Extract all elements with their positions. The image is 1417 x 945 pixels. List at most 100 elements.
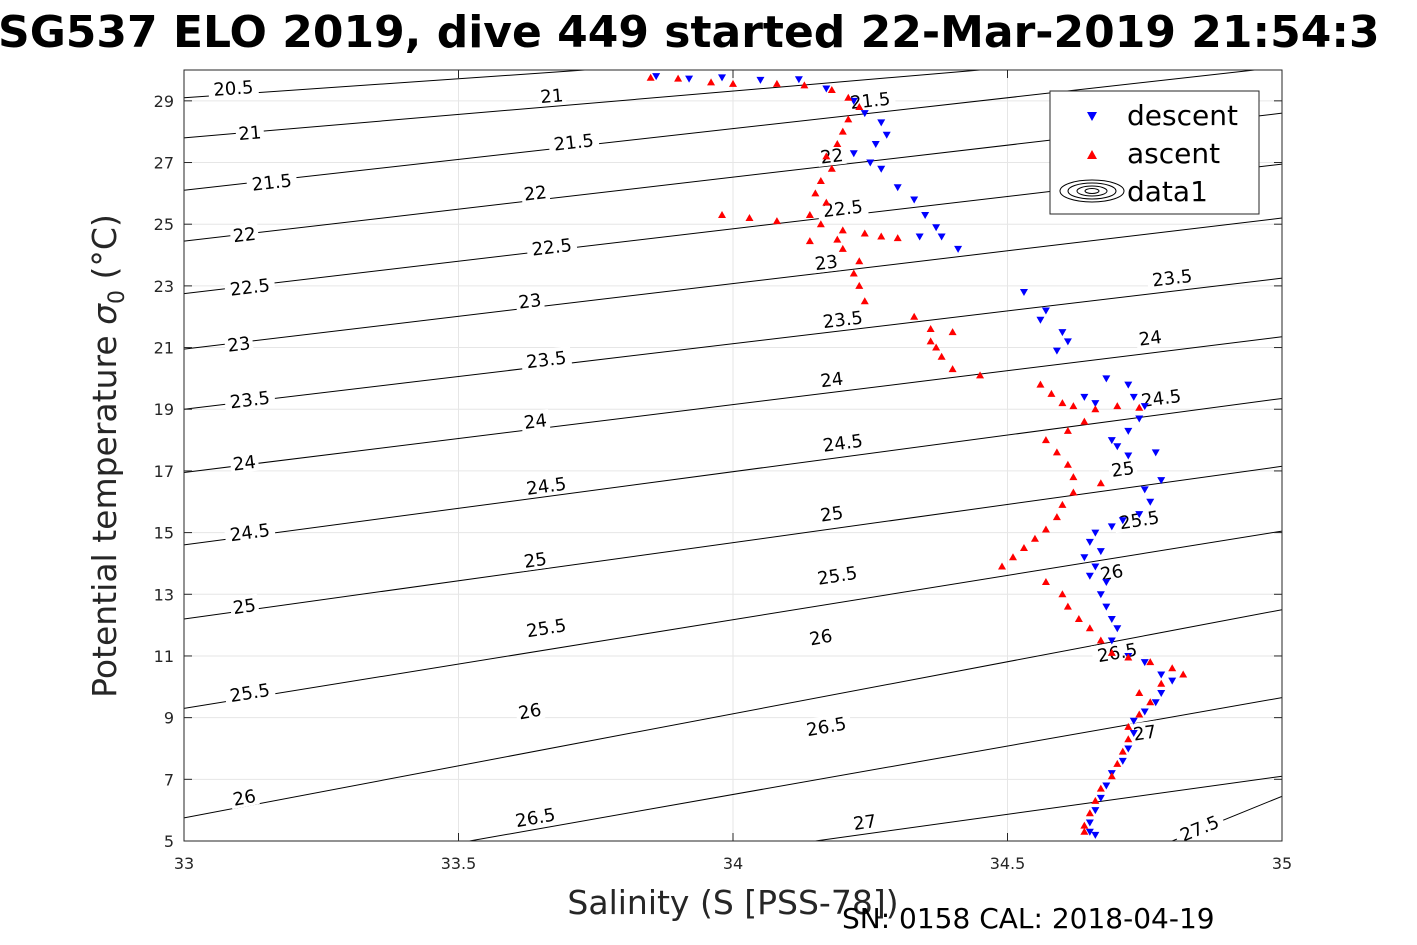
contour-label-bg-4: [547, 128, 600, 155]
ascent-point-49: [1063, 426, 1072, 434]
ascent-point-76: [1146, 698, 1155, 706]
descent-point-32: [1140, 403, 1149, 411]
descent-point-33: [1135, 415, 1144, 423]
ascent-point-19: [772, 217, 781, 225]
contour-label-group-18: 23.5: [1146, 264, 1199, 291]
chart-title: SG537 ELO 2019, dive 449 started 22-Mar-…: [0, 7, 1380, 58]
ascent-point-52: [1063, 460, 1072, 468]
ascent-point-46: [1113, 402, 1122, 410]
y-axis-label-unit: (°C): [85, 214, 124, 290]
contour-line-25: [184, 465, 1282, 620]
contour-label-38: 26: [1099, 561, 1125, 586]
descent-point-22: [1041, 307, 1050, 315]
descent-point-11: [849, 150, 858, 158]
contour-label-bg-19: [229, 450, 260, 474]
contour-label-37: 26: [808, 625, 834, 650]
contour-label-2: 21: [540, 85, 565, 108]
contour-label-12: 23: [226, 333, 251, 357]
contour-label-bg-2: [536, 84, 567, 107]
contour-label-group-12: 23: [223, 331, 254, 357]
contour-label-bg-21: [816, 367, 847, 391]
contour-label-bg-20: [520, 408, 551, 433]
y-tick-label-9: 23: [154, 277, 174, 296]
ascent-point-64: [1058, 590, 1067, 598]
descent-point-43: [1118, 517, 1127, 525]
ascent-point-29: [855, 257, 864, 265]
descent-point-25: [1063, 338, 1072, 346]
contour-line-26.5: [469, 697, 1282, 841]
ascent-point-4: [772, 79, 781, 87]
contour-label-group-15: 23.5: [223, 386, 276, 414]
ascent-point-33: [910, 312, 919, 320]
ascent-point-24: [877, 232, 886, 240]
descent-point-10: [871, 141, 880, 149]
ascent-point-11: [833, 140, 842, 148]
descent-point-6: [849, 97, 858, 105]
ascent-point-20: [805, 210, 814, 218]
descent-point-7: [860, 110, 869, 118]
descent-point-45: [1091, 529, 1100, 537]
contour-label-15: 23.5: [229, 388, 271, 414]
descent-point-9: [882, 131, 891, 139]
contour-label-bg-11: [816, 194, 869, 221]
y-tick-label-0: 5: [164, 832, 174, 851]
descent-point-12: [866, 159, 875, 167]
contour-label-10: 22.5: [531, 235, 573, 261]
descent-point-8: [877, 119, 886, 127]
descent-point-71: [1091, 807, 1100, 815]
descent-point-46: [1085, 538, 1094, 546]
contour-line-26: [184, 609, 1282, 819]
contour-label-bg-3: [245, 168, 298, 195]
contour-label-9: 22.5: [229, 275, 271, 301]
descent-point-72: [1085, 819, 1094, 827]
contour-label-bg-9: [223, 273, 276, 300]
contour-label-13: 23: [517, 290, 542, 314]
contour-line-24: [184, 336, 1282, 473]
x-tick-label-4: 35: [1272, 854, 1292, 873]
ascent-point-84: [1091, 796, 1100, 804]
ascent-point-53: [1069, 473, 1078, 481]
legend-descent-marker: [1087, 112, 1097, 121]
descent-point-53: [1102, 603, 1111, 611]
ascent-point-2: [707, 78, 716, 86]
ascent-point-41: [1036, 380, 1045, 388]
ascent-point-7: [844, 93, 853, 101]
ascent-point-6: [827, 86, 836, 94]
contour-line-21.5: [184, 70, 1255, 191]
contour-label-group-2: 21: [536, 84, 567, 108]
contour-label-17: 23.5: [822, 307, 864, 333]
contour-label-group-1: 21: [234, 121, 265, 145]
ascent-point-8: [855, 103, 864, 111]
ascent-point-42: [1047, 389, 1056, 397]
legend-box: [1049, 90, 1260, 215]
ascent-point-82: [1107, 772, 1116, 780]
descent-point-23: [1036, 316, 1045, 324]
ascent-point-75: [1135, 688, 1144, 696]
contour-label-bg-35: [228, 784, 260, 810]
ascent-point-0: [646, 73, 655, 81]
ascent-point-39: [948, 365, 957, 373]
ascent-point-60: [1019, 544, 1028, 552]
contour-label-14: 23: [814, 251, 839, 275]
ascent-point-70: [1124, 653, 1133, 661]
contour-label-group-30: 25: [1107, 456, 1138, 482]
descent-point-4: [794, 76, 803, 84]
calibration-footer: SN: 0158 CAL: 2018-04-19: [842, 902, 1215, 935]
ascent-point-44: [1069, 402, 1078, 410]
contour-label-bg-30: [1107, 456, 1138, 481]
ascent-point-55: [1069, 488, 1078, 496]
descent-series: [652, 73, 1177, 839]
descent-point-35: [1107, 437, 1116, 445]
contour-label-bg-27: [229, 593, 260, 618]
descent-point-48: [1080, 554, 1089, 562]
contour-label-bg-14: [811, 250, 842, 274]
contour-label-bg-1: [234, 121, 265, 144]
ascent-point-77: [1135, 710, 1144, 718]
contour-label-21: 24: [819, 369, 844, 393]
contour-label-group-33: 25.5: [810, 560, 864, 590]
contour-label-3: 21.5: [251, 170, 293, 195]
contour-label-4: 21.5: [553, 130, 595, 155]
contour-label-11: 22.5: [822, 197, 864, 223]
ascent-point-50: [1041, 436, 1050, 444]
